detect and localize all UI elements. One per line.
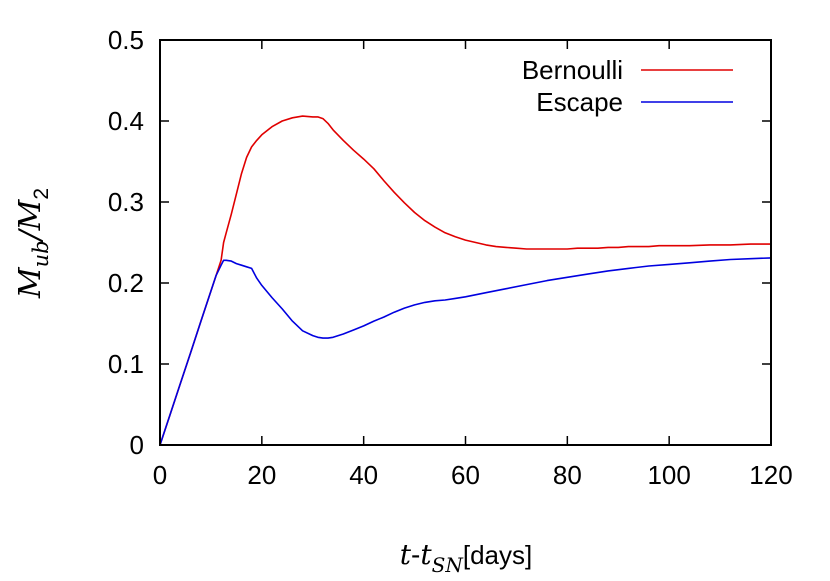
x-tick-label-4: 80 — [553, 460, 582, 490]
x-tick-label-2: 40 — [349, 460, 378, 490]
y-tick-label-1: 0.1 — [108, 349, 144, 379]
ticks-layer — [159, 39, 772, 446]
x-axis-label-unit: [days] — [463, 540, 532, 570]
y-axis-label-slash: / — [13, 227, 48, 243]
series-line-escape — [159, 257, 772, 446]
y-axis-label-num-sub: ub — [29, 240, 53, 267]
legend-label-bernoulli: Bernoulli — [522, 55, 623, 85]
x-tick-label-5: 100 — [647, 460, 690, 490]
tick-labels-layer: 0 20 40 60 80 100 120 0 0.1 0.2 0.3 0.4 0.5 — [108, 25, 793, 490]
y-tick-label-0: 0 — [130, 430, 144, 460]
y-tick-label-5: 0.5 — [108, 25, 144, 55]
y-tick-label-2: 0.2 — [108, 268, 144, 298]
y-axis-label-den-sub: 2 — [30, 188, 53, 200]
x-axis-label-tsub-base: t — [420, 538, 432, 571]
x-axis-label: t-tSN[days] — [400, 538, 532, 577]
plot-frame — [159, 39, 772, 446]
x-axis-label-t: t — [400, 538, 412, 571]
y-axis-label: Mub/M2 — [13, 188, 53, 299]
series-line-bernoulli — [159, 115, 771, 446]
y-tick-label-4: 0.4 — [108, 106, 144, 136]
x-tick-label-1: 20 — [247, 460, 276, 490]
series-layer — [159, 115, 772, 446]
y-tick-label-3: 0.3 — [108, 187, 144, 217]
x-tick-label-0: 0 — [153, 460, 167, 490]
legend-label-escape: Escape — [536, 87, 623, 117]
x-axis-label-subscript: SN — [432, 553, 465, 577]
y-axis-label-den-base: M — [13, 198, 48, 231]
x-axis-label-dash: - — [411, 539, 420, 570]
x-tick-label-3: 60 — [451, 460, 480, 490]
x-tick-label-6: 120 — [749, 460, 792, 490]
y-axis-label-num-base: M — [13, 266, 48, 299]
